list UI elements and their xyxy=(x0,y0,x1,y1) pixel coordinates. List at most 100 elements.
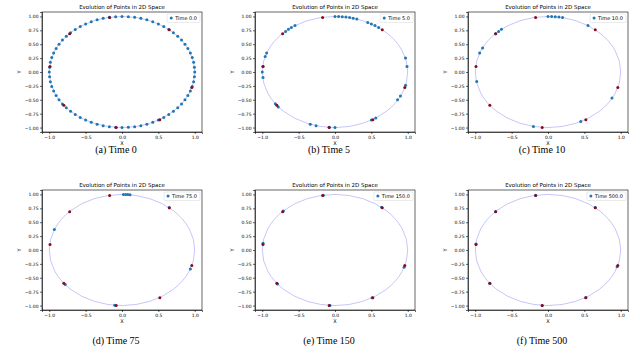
x-tick-label: 0.0 xyxy=(332,135,339,140)
x-tick-label: 0.5 xyxy=(155,313,162,318)
point xyxy=(534,194,537,197)
y-tick-label: 0.25 xyxy=(241,56,251,61)
reference-circle xyxy=(475,194,620,305)
x-tick: 1.0 xyxy=(618,310,625,318)
point xyxy=(192,80,195,83)
point xyxy=(594,206,597,209)
y-tick: −0.25 xyxy=(238,262,255,267)
y-tick: −0.75 xyxy=(451,290,468,295)
y-tick-mark xyxy=(466,100,468,101)
y-tick-label: −0.50 xyxy=(451,98,465,103)
x-tick: 0.0 xyxy=(545,132,552,140)
x-tick-mark xyxy=(371,310,372,312)
y-tick: −0.25 xyxy=(25,84,42,89)
series xyxy=(49,16,194,129)
caption: (e) Time 150 xyxy=(303,335,355,347)
plot-area xyxy=(262,194,408,307)
x-tick-label: −0.5 xyxy=(81,135,92,140)
y-tick-label: −0.25 xyxy=(238,262,252,267)
point xyxy=(374,117,377,120)
point xyxy=(328,304,331,307)
x-tick-label: −0.5 xyxy=(294,313,305,318)
y-tick-mark xyxy=(253,292,255,293)
plot-area xyxy=(475,194,621,307)
point xyxy=(532,125,535,128)
point xyxy=(50,56,53,59)
point xyxy=(193,75,196,78)
legend: Time 0.0 xyxy=(167,14,200,23)
y-tick: 0.50 xyxy=(28,220,42,225)
y-tick-mark xyxy=(253,58,255,59)
point xyxy=(49,80,52,83)
y-tick-label: 0.50 xyxy=(28,42,38,47)
y-tick: 0.00 xyxy=(28,248,42,253)
x-tick-label: −1.0 xyxy=(257,313,268,318)
point xyxy=(162,116,165,119)
point xyxy=(497,30,500,33)
y-tick-label: −0.50 xyxy=(238,276,252,281)
y-tick-label: 0.00 xyxy=(241,70,251,75)
x-tick-label: 0.0 xyxy=(119,135,126,140)
reference-circle xyxy=(262,194,407,305)
y-tick-mark xyxy=(466,128,468,129)
y-tick: 0.75 xyxy=(241,206,255,211)
y-tick-mark xyxy=(40,306,42,307)
point xyxy=(157,22,160,25)
point xyxy=(52,52,55,55)
x-axis-title: X xyxy=(333,318,337,324)
point xyxy=(541,304,544,307)
x-tick-label: 0.5 xyxy=(368,135,375,140)
series xyxy=(262,194,406,307)
y-tick: 0.00 xyxy=(241,248,255,253)
point xyxy=(328,126,331,129)
series xyxy=(261,15,409,129)
plot-frame xyxy=(42,190,202,310)
legend: Time 75.0 xyxy=(164,192,200,201)
plot-frame xyxy=(255,12,415,132)
x-tick-mark xyxy=(195,132,196,134)
point xyxy=(611,97,614,100)
reference-circle xyxy=(262,16,407,127)
x-tick: −0.5 xyxy=(81,132,92,140)
y-tick: −0.75 xyxy=(238,112,255,117)
y-tick-label: 0.00 xyxy=(454,248,464,253)
point xyxy=(69,110,72,113)
point xyxy=(52,90,55,93)
x-tick-label: −0.5 xyxy=(507,135,518,140)
legend-marker xyxy=(589,195,592,198)
y-tick-label: 0.00 xyxy=(454,70,464,75)
y-tick: −0.25 xyxy=(451,84,468,89)
point xyxy=(127,15,130,18)
x-tick-mark xyxy=(408,132,409,134)
point xyxy=(396,98,399,101)
point xyxy=(176,35,179,38)
x-tick: 0.0 xyxy=(119,132,126,140)
y-tick-mark xyxy=(253,222,255,223)
point xyxy=(404,57,407,60)
x-axis: −1.0−0.50.00.51.0 xyxy=(256,310,416,318)
y-tick: 0.00 xyxy=(454,70,468,75)
legend-label: Time 150.0 xyxy=(381,193,410,199)
y-axis-title: Y xyxy=(16,248,22,253)
y-axis: −1.00−0.75−0.50−0.250.000.250.500.751.00 xyxy=(451,191,469,311)
x-tick-label: −0.5 xyxy=(507,313,518,318)
y-tick: 0.25 xyxy=(241,56,255,61)
point xyxy=(322,194,325,197)
point xyxy=(475,243,478,246)
point xyxy=(377,26,380,29)
y-tick-mark xyxy=(466,44,468,45)
y-tick: −1.00 xyxy=(451,125,468,130)
y-tick-label: −0.75 xyxy=(451,290,465,295)
point xyxy=(127,126,130,129)
x-tick: 0.0 xyxy=(119,310,126,318)
legend-label: Time 500.0 xyxy=(594,193,623,199)
point xyxy=(366,21,369,24)
point xyxy=(151,121,154,124)
point xyxy=(84,22,87,25)
y-tick-label: 0.25 xyxy=(454,56,464,61)
point xyxy=(65,35,68,38)
x-tick-label: 0.0 xyxy=(545,313,552,318)
point xyxy=(48,71,51,74)
x-tick-mark xyxy=(86,310,87,312)
y-tick-mark xyxy=(40,86,42,87)
